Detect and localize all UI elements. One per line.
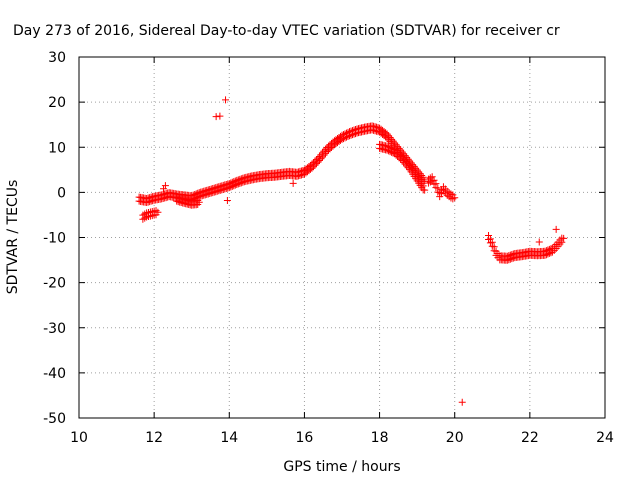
y-tick-label: -50 — [43, 411, 66, 427]
data-point — [421, 186, 429, 194]
x-axis-label: GPS time / hours — [283, 459, 400, 475]
data-point — [349, 131, 357, 139]
plot-frame — [78, 56, 606, 419]
y-tick-label: -40 — [43, 366, 66, 382]
data-point — [311, 161, 319, 169]
outlier-point — [458, 398, 466, 406]
data-point — [340, 135, 348, 143]
data-point — [505, 256, 513, 264]
data-point — [312, 160, 320, 168]
outlier-point — [552, 225, 560, 233]
data-point — [350, 130, 358, 138]
y-tick-label: -30 — [43, 321, 66, 337]
data-point — [236, 179, 244, 187]
data-point — [309, 163, 317, 171]
data-point — [346, 132, 354, 140]
data-point — [154, 208, 162, 216]
data-point — [560, 234, 568, 242]
outlier-point — [535, 238, 543, 246]
data-point — [233, 180, 241, 188]
data-point — [336, 136, 344, 144]
x-tick-label: 14 — [220, 430, 238, 446]
data-point — [315, 157, 323, 165]
data-point — [545, 249, 553, 257]
outlier-point — [289, 179, 297, 187]
data-point — [382, 133, 390, 141]
data-point — [195, 198, 203, 206]
data-point — [230, 182, 238, 190]
outlier-point — [160, 185, 168, 193]
grid — [79, 57, 605, 418]
data-point — [506, 255, 514, 263]
data-point — [237, 179, 245, 187]
x-tick-label: 24 — [596, 430, 614, 446]
chart-title: Day 273 of 2016, Sidereal Day-to-day VTE… — [13, 23, 560, 39]
data-point — [228, 182, 236, 190]
data-point — [451, 194, 459, 202]
x-tick-label: 16 — [296, 430, 314, 446]
data-point — [558, 238, 566, 246]
data-point — [509, 254, 517, 262]
data-point — [320, 151, 328, 159]
y-tick-label: -20 — [43, 276, 66, 292]
y-axis-label: SDTVAR / TECUs — [5, 180, 21, 295]
x-tick-label: 20 — [446, 430, 464, 446]
data-point — [352, 130, 360, 138]
data-point — [239, 178, 247, 186]
data-point — [542, 251, 550, 259]
x-tick-label: 10 — [70, 430, 88, 446]
data-point — [541, 251, 549, 259]
data-point — [227, 183, 235, 191]
data-point — [314, 158, 322, 166]
outlier-point — [216, 112, 224, 120]
data-point — [344, 132, 352, 140]
data-point — [318, 153, 326, 161]
outlier-point — [161, 182, 169, 190]
data-point — [486, 239, 494, 247]
data-point — [231, 181, 239, 189]
data-point — [317, 155, 325, 163]
data-points — [135, 96, 568, 406]
y-tick-label: 20 — [48, 95, 66, 111]
y-tick-label: 0 — [57, 185, 66, 201]
data-point — [225, 184, 233, 192]
data-point — [347, 131, 355, 139]
axis-ticks: 10 12 14 16 18 20 22 24 30 20 10 0 -10 -20 -30 -40 -50 — [43, 50, 614, 446]
data-point — [341, 134, 349, 142]
y-tick-label: 30 — [48, 50, 66, 66]
data-point — [308, 164, 316, 172]
outlier-point — [222, 96, 230, 104]
y-tick-label: 10 — [48, 140, 66, 156]
x-tick-label: 22 — [521, 430, 539, 446]
x-tick-label: 12 — [145, 430, 163, 446]
data-point — [338, 135, 346, 143]
y-tick-label: -10 — [43, 231, 66, 247]
data-point — [343, 133, 351, 141]
data-point — [321, 149, 329, 157]
data-point — [508, 255, 516, 263]
data-point — [503, 256, 511, 264]
x-tick-label: 18 — [371, 430, 389, 446]
data-point — [234, 180, 242, 188]
data-point — [544, 250, 552, 258]
outlier-point — [223, 196, 231, 204]
